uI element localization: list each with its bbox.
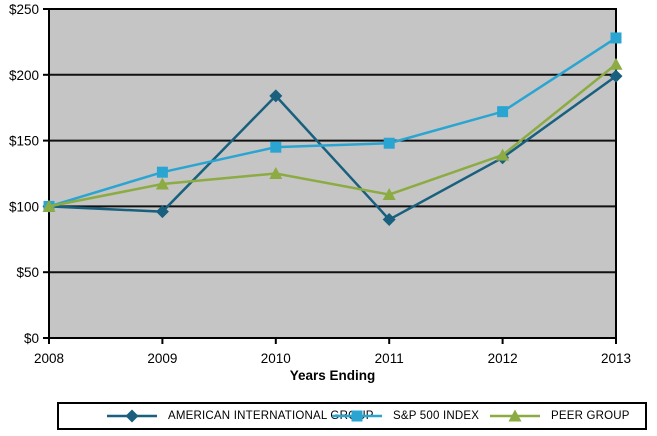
x-tick-label: 2008 <box>34 351 64 366</box>
series-1-marker-square <box>270 141 282 153</box>
plot-area <box>49 9 616 338</box>
series-2-marker-triangle <box>42 199 56 212</box>
legend-item-1: S&P 500 INDEX <box>332 404 479 428</box>
legend-triangle-icon <box>490 408 540 424</box>
x-tick-label: 2012 <box>488 351 518 366</box>
x-axis-title: Years Ending <box>290 368 376 383</box>
series-line-1 <box>48 36 617 208</box>
series-2-marker-triangle <box>269 167 283 179</box>
series-1-marker-square <box>497 106 509 118</box>
series-2-marker-triangle <box>609 57 623 70</box>
series-0-marker-diamond <box>609 69 623 83</box>
legend-item-2: PEER GROUP <box>490 404 630 428</box>
series-1-marker-square <box>383 137 395 149</box>
series-0-marker-diamond <box>155 205 169 219</box>
series-0-marker-diamond <box>269 89 283 103</box>
y-tick-label: $0 <box>24 331 39 346</box>
legend-label: AMERICAN INTERNATIONAL GROUP <box>168 410 374 422</box>
legend-square-icon <box>332 408 382 424</box>
legend-label: S&P 500 INDEX <box>393 410 480 422</box>
series-1-marker-square <box>156 166 168 178</box>
series-2-marker-triangle <box>155 177 169 190</box>
plot-border <box>48 8 617 339</box>
series-0-marker-diamond <box>382 213 396 227</box>
series-2-marker-triangle <box>496 148 510 161</box>
y-tick-label: $250 <box>9 2 39 17</box>
x-tick-label: 2011 <box>375 351 404 366</box>
y-tick-label: $50 <box>16 265 39 280</box>
series-2-marker-triangle <box>382 188 396 201</box>
legend-diamond-icon <box>107 408 157 424</box>
chart-canvas: $0 $50 $100 $150 $200 $250 2008 2009 2010 2011 201… <box>9 2 631 383</box>
y-tick-label: $100 <box>9 199 39 214</box>
x-tick-label: 2010 <box>261 351 291 366</box>
x-tick-label: 2009 <box>147 351 177 366</box>
y-tick-label: $200 <box>9 68 39 83</box>
y-tick-label: $150 <box>9 134 39 149</box>
chart-legend: AMERICAN INTERNATIONAL GROUP S&P 500 INDE… <box>57 402 647 430</box>
series-line-2 <box>48 63 617 208</box>
legend-item-0: AMERICAN INTERNATIONAL GROUP <box>107 404 374 428</box>
legend-label: PEER GROUP <box>551 410 630 422</box>
series-line-0 <box>48 75 617 222</box>
series-1-marker-square <box>610 32 622 44</box>
x-tick-label: 2013 <box>601 351 631 366</box>
